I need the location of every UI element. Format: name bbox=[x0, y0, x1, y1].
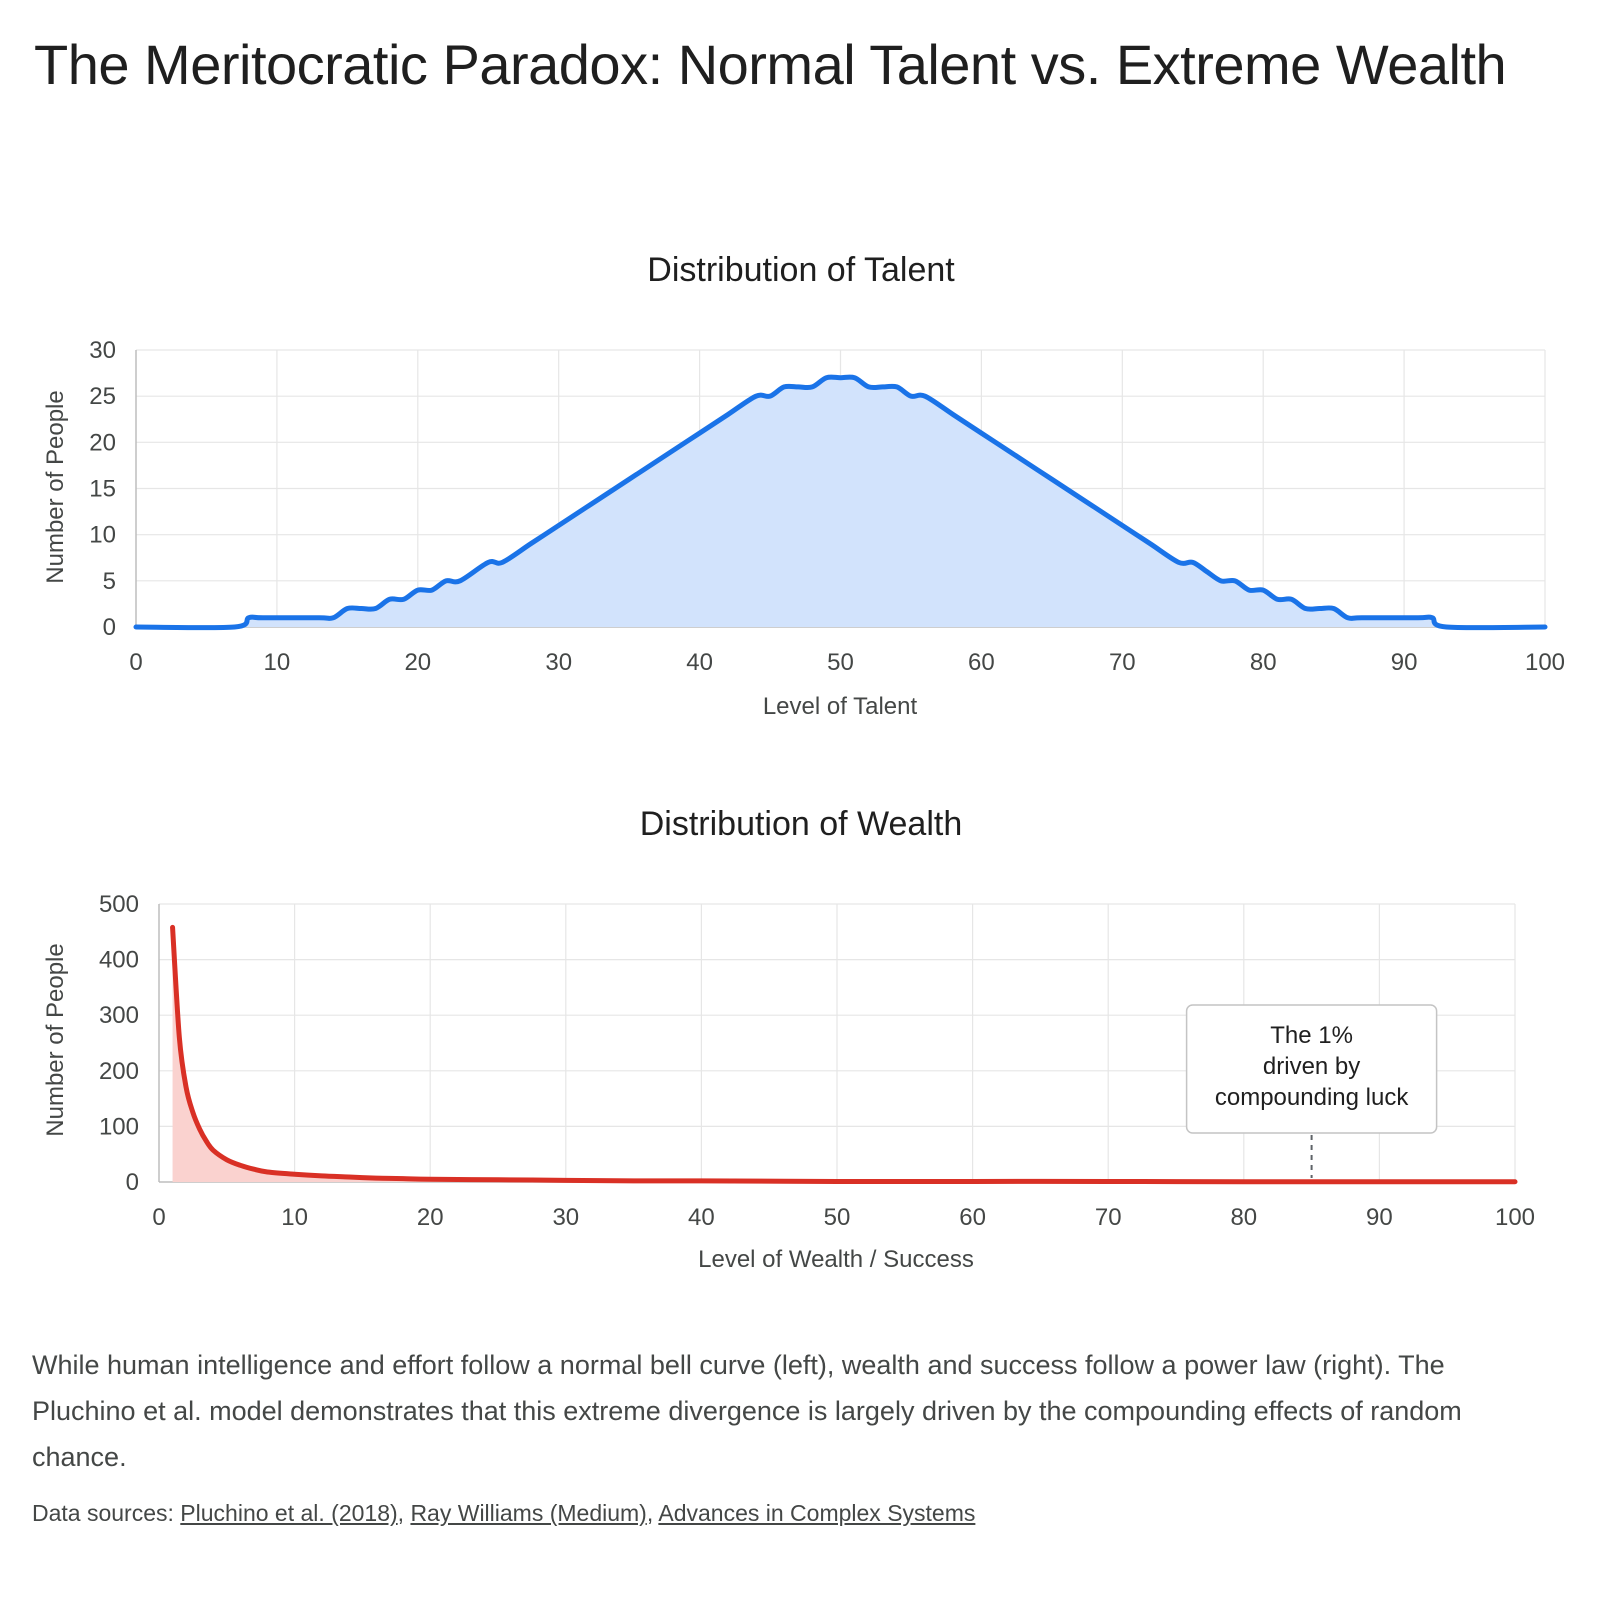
talent-x-tick-100: 100 bbox=[1525, 649, 1565, 676]
description-text: While human intelligence and effort foll… bbox=[32, 1350, 1462, 1472]
wealth-x-tick-100: 100 bbox=[1495, 1204, 1535, 1231]
talent-x-tick-70: 70 bbox=[1109, 649, 1136, 676]
talent-y-tick-25: 25 bbox=[89, 383, 116, 410]
wealth-x-tick-40: 40 bbox=[688, 1204, 715, 1231]
wealth-y-axis-label: Number of People bbox=[42, 943, 69, 1136]
talent-series-line bbox=[133, 374, 1548, 631]
data-sources: Data sources: Pluchino et al. (2018), Ra… bbox=[32, 1500, 976, 1526]
annotation-line-2: driven by bbox=[1263, 1053, 1360, 1080]
page-title: The Meritocratic Paradox: Normal Talent … bbox=[34, 33, 1507, 96]
wealth-x-tick-60: 60 bbox=[959, 1204, 986, 1231]
talent-chart-title: Distribution of Talent bbox=[647, 251, 955, 289]
wealth-y-tick-500: 500 bbox=[99, 891, 139, 918]
talent-y-tick-5: 5 bbox=[103, 568, 116, 595]
source-link-advances-complex-systems[interactable]: Advances in Complex Systems bbox=[658, 1500, 976, 1526]
source-link-pluchino[interactable]: Pluchino et al. (2018) bbox=[180, 1500, 398, 1526]
talent-ticks: 0 10 20 30 40 50 60 70 80 90 100 0 5 10 15 20 25 30 bbox=[89, 337, 1565, 676]
talent-y-tick-30: 30 bbox=[89, 337, 116, 364]
talent-y-tick-20: 20 bbox=[89, 429, 116, 456]
talent-area-fill bbox=[136, 377, 1545, 628]
wealth-y-tick-400: 400 bbox=[99, 947, 139, 974]
talent-y-tick-10: 10 bbox=[89, 522, 116, 549]
talent-x-tick-40: 40 bbox=[686, 649, 713, 676]
wealth-x-tick-70: 70 bbox=[1095, 1204, 1122, 1231]
wealth-x-tick-90: 90 bbox=[1366, 1204, 1393, 1231]
annotation-box bbox=[1185, 1004, 1438, 1134]
talent-y-tick-0: 0 bbox=[103, 614, 116, 641]
annotation-line-3: compounding luck bbox=[1215, 1084, 1409, 1111]
talent-x-tick-60: 60 bbox=[968, 649, 995, 676]
talent-x-tick-50: 50 bbox=[827, 649, 854, 676]
wealth-x-tick-0: 0 bbox=[152, 1204, 165, 1231]
talent-x-tick-80: 80 bbox=[1250, 649, 1277, 676]
talent-x-tick-0: 0 bbox=[129, 649, 142, 676]
wealth-x-tick-20: 20 bbox=[417, 1204, 444, 1231]
wealth-y-tick-200: 200 bbox=[99, 1058, 139, 1085]
wealth-x-axis-label: Level of Wealth / Success bbox=[698, 1246, 974, 1273]
wealth-y-tick-100: 100 bbox=[99, 1113, 139, 1140]
wealth-y-tick-300: 300 bbox=[99, 1002, 139, 1029]
talent-x-tick-10: 10 bbox=[264, 649, 291, 676]
talent-x-tick-30: 30 bbox=[545, 649, 572, 676]
annotation-line-1: The 1% bbox=[1270, 1022, 1353, 1049]
talent-x-axis-label: Level of Talent bbox=[763, 693, 918, 720]
wealth-x-tick-10: 10 bbox=[281, 1204, 308, 1231]
wealth-x-tick-80: 80 bbox=[1230, 1204, 1257, 1231]
sources-prefix: Data sources: bbox=[32, 1500, 181, 1526]
wealth-chart: Distribution of Wealth 0 10 20 30 40 50 60 70 80… bbox=[42, 805, 1535, 1273]
wealth-ticks: 0 10 20 30 40 50 60 70 80 90 100 0 100 200 300 400 500 bbox=[99, 891, 1535, 1231]
wealth-annotation: The 1% driven by compounding luck bbox=[1185, 1004, 1438, 1178]
source-link-ray-williams[interactable]: Ray Williams (Medium) bbox=[410, 1500, 647, 1526]
wealth-x-tick-30: 30 bbox=[552, 1204, 579, 1231]
talent-y-axis-label: Number of People bbox=[42, 390, 69, 583]
talent-x-tick-90: 90 bbox=[1391, 649, 1418, 676]
wealth-x-tick-50: 50 bbox=[824, 1204, 851, 1231]
wealth-chart-title: Distribution of Wealth bbox=[640, 805, 963, 843]
wealth-y-tick-0: 0 bbox=[126, 1169, 139, 1196]
talent-x-tick-20: 20 bbox=[404, 649, 431, 676]
talent-chart: Distribution of Talent 0 10 20 30 40 50 60 70 80… bbox=[42, 251, 1565, 720]
wealth-series-line bbox=[170, 924, 1518, 1185]
talent-y-tick-15: 15 bbox=[89, 476, 116, 503]
